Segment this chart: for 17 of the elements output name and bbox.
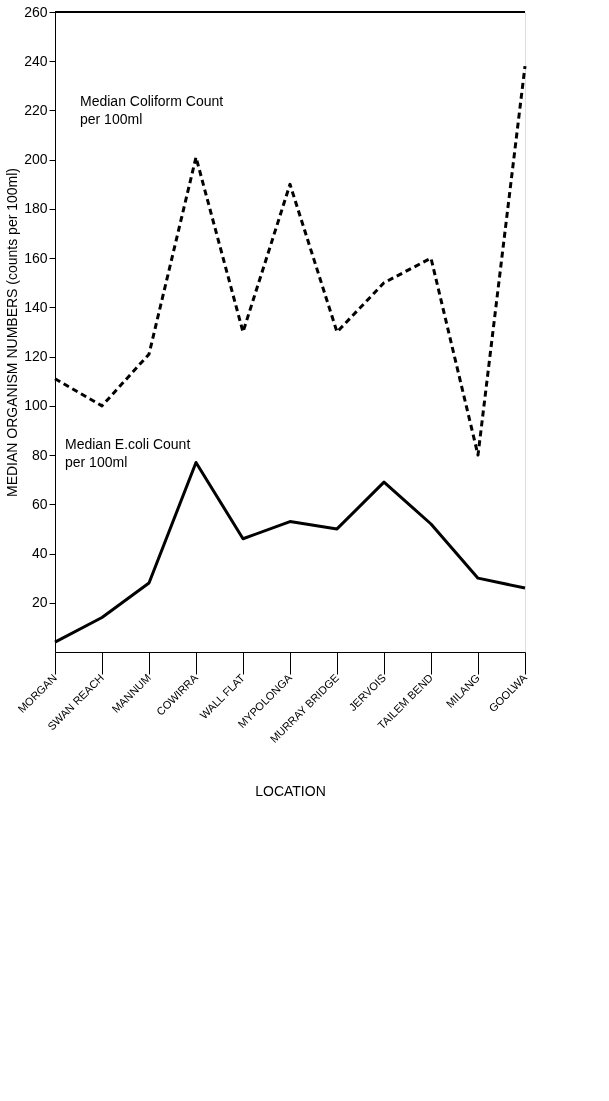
- y-tick-label: 240: [24, 52, 48, 69]
- y-tick-label: 220: [24, 101, 48, 118]
- y-axis-title: MEDIAN ORGANISM NUMBERS (counts per 100ml): [4, 167, 21, 498]
- y-tick-label: 20: [31, 594, 48, 611]
- y-tick-label: 260: [24, 3, 48, 20]
- text: Median Coliform Count per 100ml: [80, 93, 224, 128]
- y-tick-label: 80: [31, 446, 48, 463]
- y-tick-label: 100: [24, 397, 48, 414]
- y-tick-label: 120: [24, 348, 48, 365]
- y-tick-label: 180: [24, 200, 48, 217]
- series-label: Median E.coli Count per 100ml: [65, 435, 191, 470]
- y-tick-label: 160: [24, 249, 48, 266]
- x-axis-title: LOCATION: [255, 783, 326, 800]
- y-tick-label: 40: [31, 545, 48, 562]
- y-tick-label: 140: [24, 298, 48, 315]
- y-tick-label: 60: [31, 495, 48, 512]
- y-tick-label: 200: [24, 151, 48, 168]
